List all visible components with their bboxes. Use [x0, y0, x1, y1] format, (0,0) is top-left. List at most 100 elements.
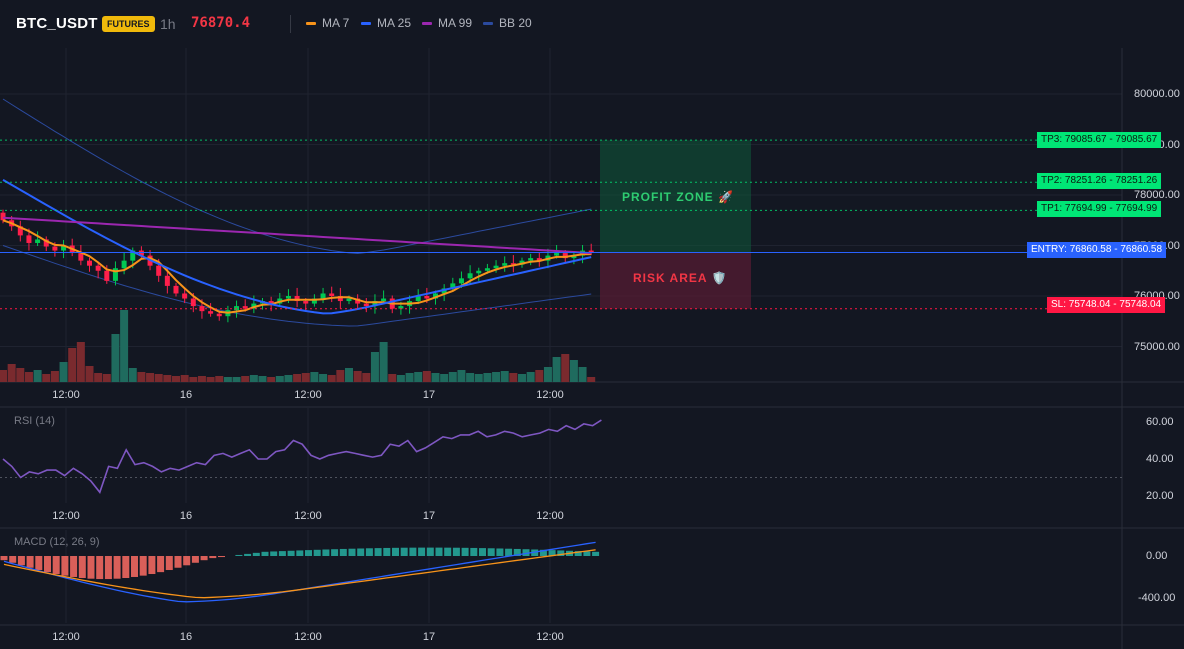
macd-histogram-bar [426, 547, 434, 556]
timeframe-label[interactable]: 1h [160, 16, 176, 32]
time-axis-tick: 12:00 [52, 389, 80, 401]
macd-histogram-bar [261, 551, 269, 556]
macd-panel [0, 541, 600, 603]
tp2-tag: TP2: 78251.26 - 78251.26 [1037, 173, 1162, 189]
volume-bar [267, 377, 276, 382]
volume-bar [336, 370, 345, 382]
macd-histogram-bar [548, 550, 556, 556]
macd-histogram-bar [348, 548, 356, 556]
volume-bar [59, 362, 68, 382]
volume-bar [396, 375, 405, 382]
bb-upper [2, 98, 592, 255]
candle-body [164, 275, 170, 286]
macd-histogram-bar [487, 548, 495, 556]
candle-body [528, 258, 534, 261]
macd-histogram-bar [574, 551, 582, 556]
volume-bar [232, 377, 241, 382]
macd-histogram-bar [374, 548, 382, 556]
macd-histogram-bar [209, 556, 217, 559]
legend-bb20[interactable]: BB 20 [483, 16, 532, 30]
volume-bar [258, 376, 267, 382]
price-axis-tick: 78000.00 [1134, 189, 1180, 201]
candle-body [17, 226, 23, 236]
macd-histogram-bar [322, 549, 330, 556]
symbol-name[interactable]: BTC_USDT [16, 15, 98, 32]
legend-ma7[interactable]: MA 7 [306, 16, 349, 30]
macd-histogram-bar [244, 553, 252, 556]
candle-body [268, 301, 274, 304]
volume-bar [154, 374, 163, 382]
volume-bar [587, 377, 596, 382]
macd-histogram-bar [0, 556, 8, 561]
macd-histogram-bar [96, 556, 104, 580]
volume-bar [293, 374, 302, 382]
candle-body [433, 293, 438, 299]
candle-body [156, 265, 162, 276]
volume-bar [301, 373, 310, 382]
macd-histogram-bar [252, 552, 260, 556]
chart-header: BTC_USDT FUTURES 1h 76870.4 MA 7 MA 25 M… [0, 0, 1184, 48]
candle-body [320, 293, 326, 299]
volume-bar [197, 376, 206, 382]
macd-axis-tick: 0.00 [1146, 550, 1168, 562]
candle-body [424, 296, 430, 299]
price-axis-tick: 75000.00 [1134, 340, 1180, 353]
volume-bar [327, 375, 336, 382]
volume-bar [163, 375, 172, 382]
macd-histogram-bar [17, 556, 25, 566]
risk-area [600, 252, 751, 309]
bb20-swatch-icon [483, 21, 493, 25]
time-axis-tick: 17 [422, 631, 436, 643]
macd-histogram-bar [26, 556, 34, 568]
volume-bar [569, 360, 578, 382]
macd-histogram-bar [157, 556, 165, 573]
volume-bar [7, 364, 16, 382]
profit-zone-label: PROFIT ZONE 🚀 [622, 190, 734, 204]
candle-body [337, 296, 343, 302]
entry-tag-value: 76860.58 [1120, 244, 1163, 255]
candle-body [104, 270, 110, 281]
candle-body [415, 296, 421, 302]
candle-body [190, 298, 196, 307]
volume-bar [137, 372, 146, 382]
volume-bar [0, 370, 7, 382]
time-axis-tick: 16 [179, 389, 193, 401]
candle-body [303, 301, 309, 304]
volume-bar [50, 371, 59, 382]
time-axis-tick: 16 [179, 510, 193, 522]
chart-grid [0, 48, 1184, 649]
rsi-axis-tick: 40.00 [1146, 453, 1174, 465]
candle-body [458, 278, 464, 284]
candle-body [43, 239, 49, 247]
macd-histogram-bar [461, 547, 469, 556]
macd-histogram-bar [87, 556, 95, 579]
profit-zone [600, 140, 751, 253]
macd-histogram-bar [452, 547, 460, 556]
macd-histogram-bar [357, 548, 365, 556]
volume-bar [223, 377, 232, 382]
macd-histogram-bar [270, 551, 278, 556]
macd-histogram-bar [139, 556, 147, 576]
volume-bar [68, 348, 77, 382]
volume-bar [310, 372, 319, 382]
macd-histogram-bar [183, 556, 191, 566]
candle-body [294, 296, 300, 302]
rsi-axis-tick: 20.00 [1146, 490, 1174, 502]
volume-bar [526, 372, 535, 382]
candle-body [372, 301, 378, 307]
candle-body [329, 293, 335, 296]
macd-histogram-bar [61, 556, 69, 576]
macd-histogram-bar [383, 547, 391, 556]
candle-body [363, 303, 369, 307]
legend-ma99[interactable]: MA 99 [422, 16, 472, 30]
candle-body [216, 313, 222, 317]
volume-bar [319, 374, 328, 382]
macd-histogram-bar [9, 556, 17, 563]
rsi-line [2, 419, 602, 494]
tp1-tag: TP1: 77694.99 - 77694.99 [1037, 201, 1162, 217]
ma7-swatch-icon [306, 21, 316, 25]
volume-bar [370, 352, 379, 382]
rsi-label: RSI (14) [14, 415, 55, 427]
legend-ma25[interactable]: MA 25 [361, 16, 411, 30]
